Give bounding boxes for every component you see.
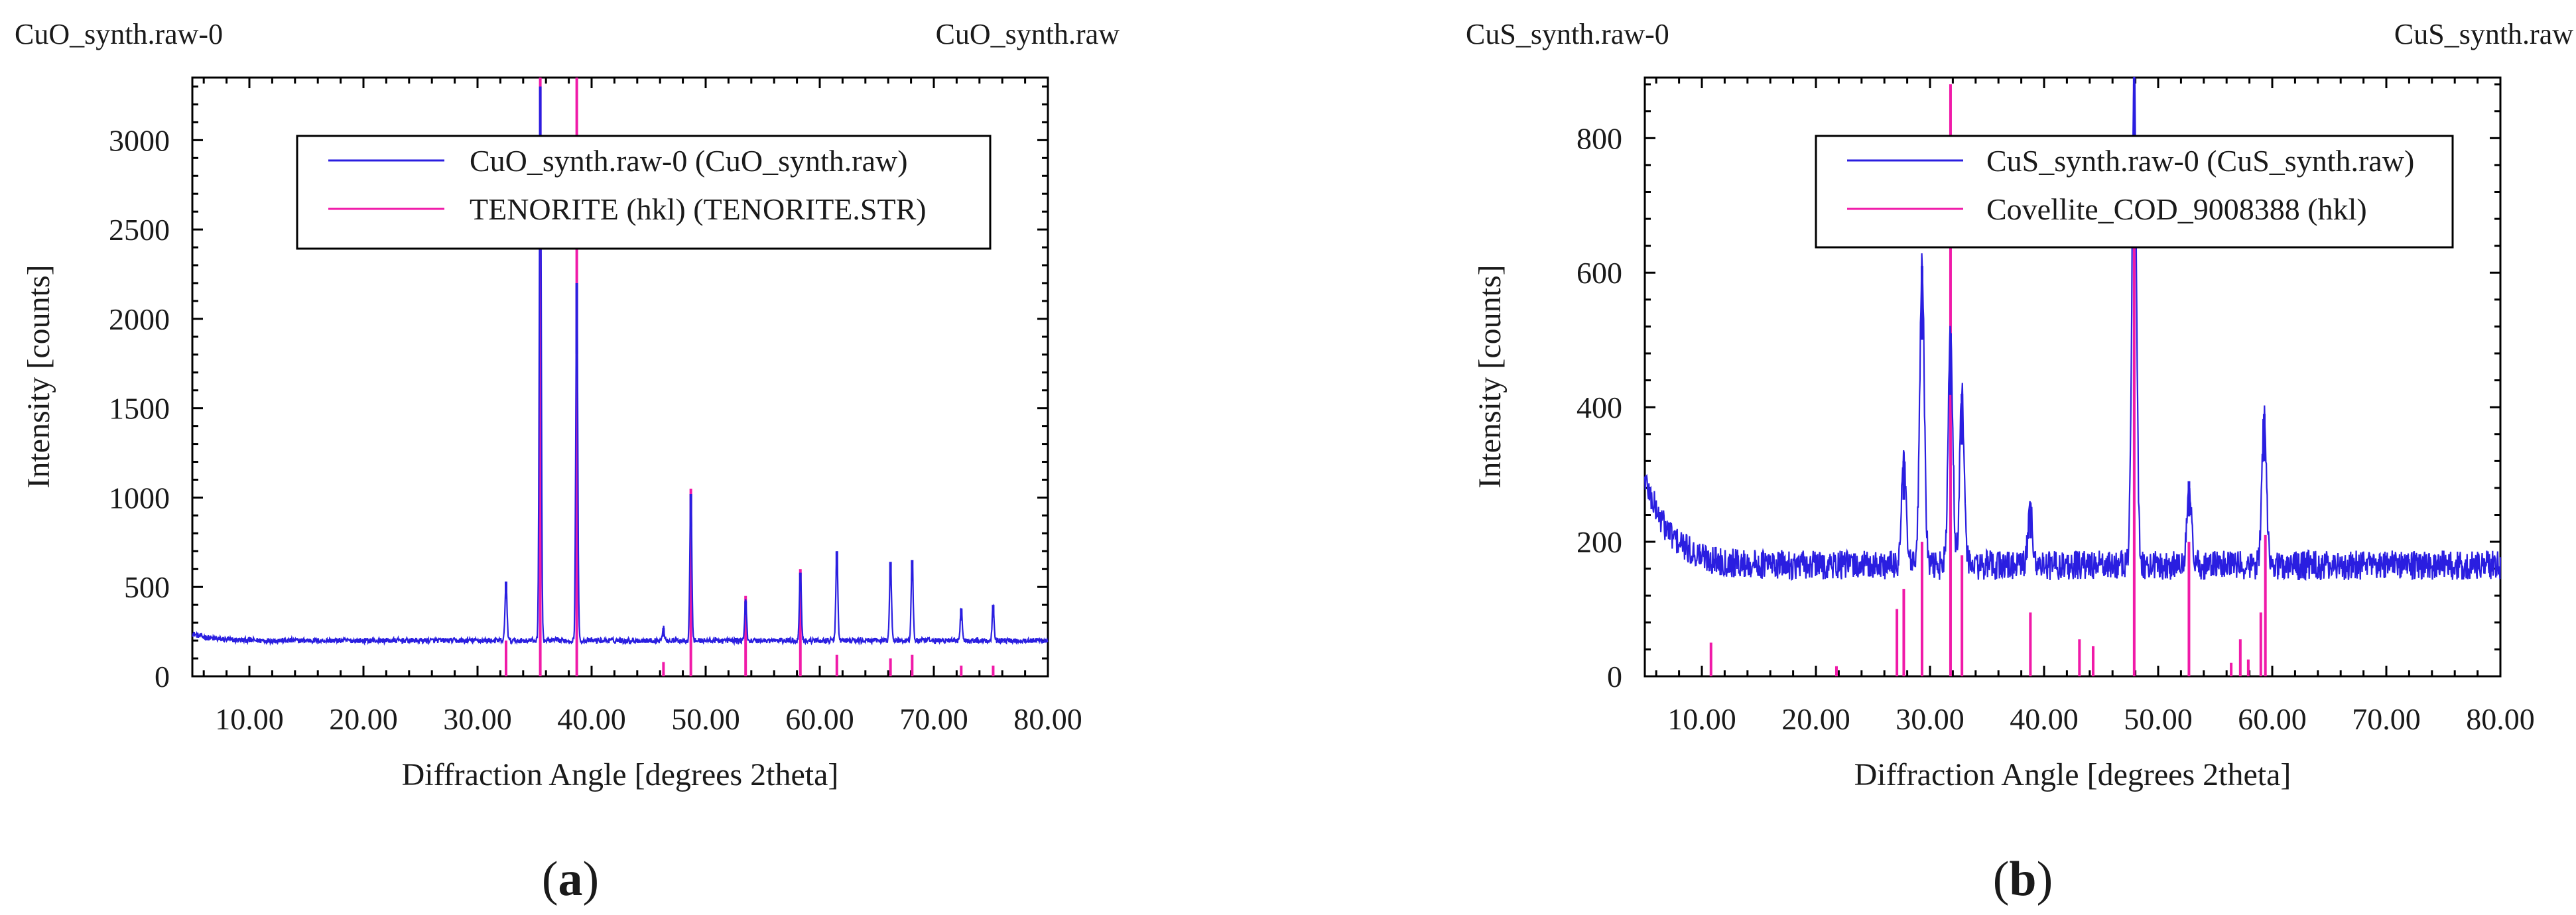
panel-b-x-axis-title: Diffraction Angle [degrees 2theta] — [1854, 757, 2291, 792]
panel-b-corner-left: CuS_synth.raw-0 — [1466, 18, 1669, 50]
panel-a-y-axis-title: Intensity [counts] — [21, 265, 56, 488]
panel-a-plot-frame — [191, 76, 1049, 678]
panel-a-x-tick-label: 80.00 — [1013, 702, 1082, 736]
panel-b-y-axis-title: Intensity [counts] — [1472, 265, 1508, 488]
panel-a-x-tick-label: 10.00 — [215, 702, 284, 736]
panel-a-corner-left: CuO_synth.raw-0 — [15, 18, 223, 50]
panel-a-y-tick-label: 1500 — [109, 392, 170, 426]
panel-b-corner-right: CuS_synth.raw — [2394, 18, 2573, 50]
panel-b-x-tick-label: 50.00 — [2124, 702, 2193, 736]
panel-b-legend-label-reference: Covellite_COD_9008388 (hkl) — [1986, 192, 2367, 226]
panel-b-pattern-line — [1643, 76, 2502, 581]
panel-b-x-tick-label: 70.00 — [2352, 702, 2421, 736]
panel-a-y-tick-label: 1000 — [109, 481, 170, 515]
panel-a-x-tick-label: 60.00 — [785, 702, 854, 736]
panel-b-y-tick-label: 600 — [1577, 256, 1622, 290]
panel-b-x-tick-label: 60.00 — [2238, 702, 2307, 736]
panel-b-x-tick-label: 80.00 — [2466, 702, 2535, 736]
panel-a-y-tick-label: 3000 — [109, 123, 170, 157]
panel-a-letter: a — [558, 852, 583, 906]
panel-a-corner-right: CuO_synth.raw — [936, 18, 1120, 50]
panel-a-x-tick-label: 70.00 — [899, 702, 968, 736]
panel-a-legend-box — [296, 135, 992, 250]
panel-a-y-tick-label: 2000 — [109, 302, 170, 336]
panel-b-legend-label-sample: CuS_synth.raw-0 (CuS_synth.raw) — [1986, 144, 2414, 178]
panel-b-x-tick-label: 30.00 — [1896, 702, 1964, 736]
panel-b-letter: b — [2009, 852, 2036, 906]
panel-a-x-tick-label: 50.00 — [671, 702, 740, 736]
panel-b-y-tick-label: 400 — [1577, 391, 1622, 424]
panel-a-y-tick-label: 0 — [155, 660, 170, 694]
panel-a-x-tick-label: 30.00 — [443, 702, 512, 736]
panel-b-plot-frame — [1643, 76, 2502, 678]
panel-a-x-tick-label: 40.00 — [557, 702, 626, 736]
panel-a-label: (a) — [542, 852, 599, 906]
panel-b-y-tick-label: 200 — [1577, 525, 1622, 559]
panel-b-y-tick-label: 800 — [1577, 121, 1622, 155]
panel-b-legend-box — [1815, 135, 2454, 249]
panel-b-y-tick-label: 0 — [1607, 660, 1622, 694]
panel-a-x-tick-label: 20.00 — [329, 702, 398, 736]
panel-b-x-tick-label: 20.00 — [1781, 702, 1850, 736]
panel-a: CuO_synth.raw-0 CuO_synth.raw 10.00 20.00… — [15, 18, 1120, 906]
panel-b-x-tick-label: 40.00 — [2010, 702, 2079, 736]
panel-b-x-tick-label: 10.00 — [1667, 702, 1736, 736]
panel-b: CuS_synth.raw-0 CuS_synth.raw 10.00 20.00… — [1466, 18, 2573, 906]
panel-a-y-tick-label: 500 — [124, 570, 170, 604]
panel-a-y-tick-label: 2500 — [109, 213, 170, 247]
panel-a-legend: CuO_synth.raw-0 (CuO_synth.raw) TENORITE… — [296, 135, 992, 250]
panel-a-x-axis-title: Diffraction Angle [degrees 2theta] — [402, 757, 839, 792]
panel-b-legend: CuS_synth.raw-0 (CuS_synth.raw) Covellit… — [1815, 135, 2454, 249]
panel-b-label: (b) — [1993, 852, 2053, 906]
panel-a-legend-label-sample: CuO_synth.raw-0 (CuO_synth.raw) — [470, 144, 908, 178]
panel-a-pattern-line — [192, 101, 1049, 646]
panel-a-legend-label-reference: TENORITE (hkl) (TENORITE.STR) — [470, 192, 927, 226]
